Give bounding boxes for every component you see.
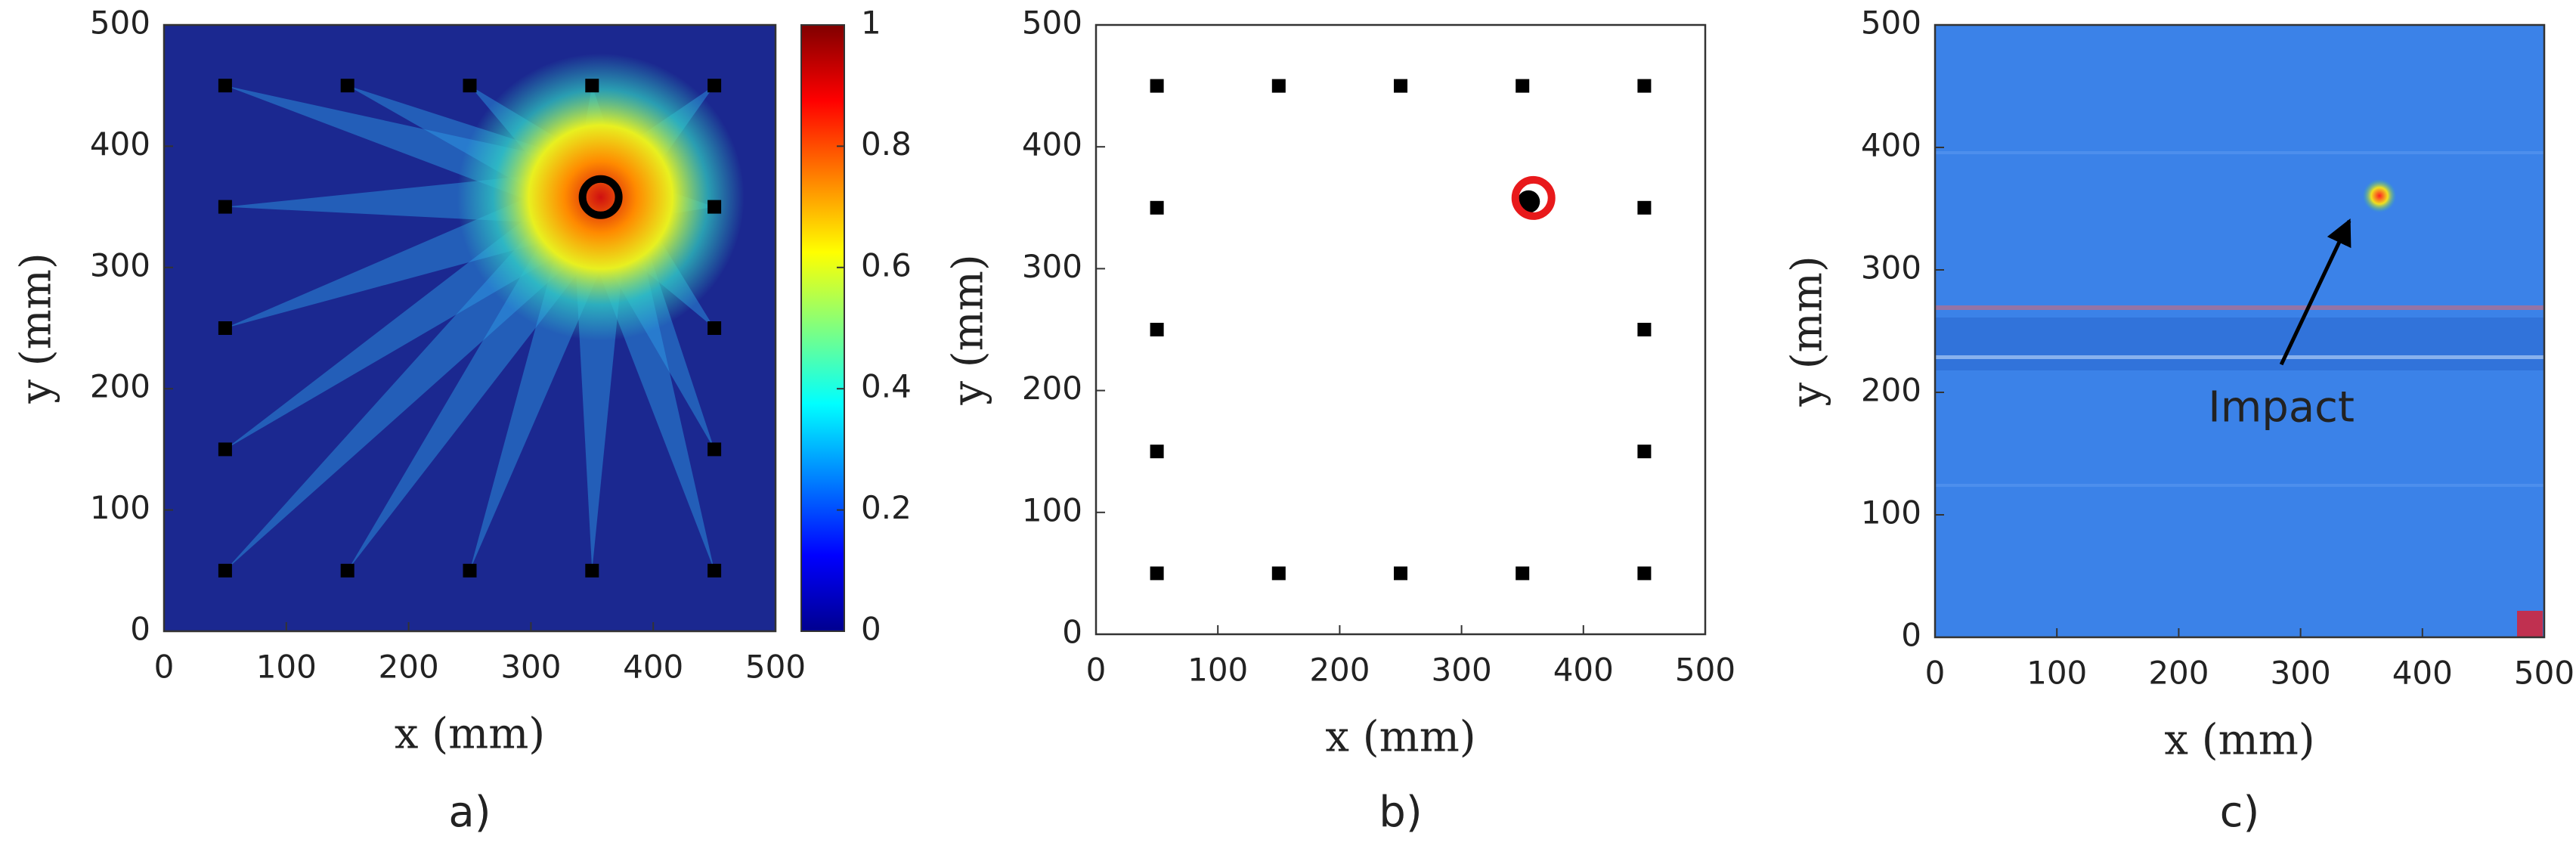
sensor (1150, 566, 1164, 581)
sensor (1637, 323, 1652, 336)
annotation-text: Impact (2208, 383, 2355, 432)
x-tick-label: 0 (154, 649, 175, 686)
axes-frame (1934, 23, 2546, 639)
colorbar-tick-label: 1 (861, 5, 881, 42)
y-tick-label: 400 (1861, 127, 1921, 164)
panel-label: a) (448, 788, 491, 837)
sensor (340, 563, 355, 578)
panel-label: b) (1379, 788, 1422, 837)
sensor (1394, 79, 1407, 93)
x-tick-label: 0 (1086, 652, 1107, 689)
axes-frame (163, 23, 777, 633)
sensor (218, 321, 232, 335)
sensor (340, 79, 355, 93)
x-axis-label: x (mm) (1325, 713, 1475, 762)
panel: 0 100 200 300 400 500 0 100 200 300 400 500 Impact x … (1783, 5, 2575, 838)
colorbar-tick-label: 0.2 (861, 489, 912, 526)
y-tick-label: 0 (1901, 617, 1921, 654)
colorbar (800, 24, 845, 632)
y-tick-label: 300 (1022, 248, 1082, 285)
panel: 0 0.2 0.4 0.6 0.8 1 0 100 200 300 400 500 0 100 200 300… (12, 5, 912, 838)
annotation-arrow (2279, 218, 2352, 366)
x-tick-label: 100 (256, 649, 317, 686)
panel: 0 100 200 300 400 500 0 100 200 300 400 500 x (mm) y … (944, 5, 1736, 838)
sensor (707, 563, 722, 578)
colorbar-tick-label: 0.4 (861, 368, 912, 405)
sensor (1150, 200, 1164, 215)
y-tick-label: 200 (90, 368, 150, 405)
estimate-dot (1517, 190, 1540, 213)
sensor (218, 563, 232, 578)
x-tick-label: 500 (2514, 655, 2574, 692)
y-axis-label: y (mm) (12, 252, 61, 404)
y-tick-label: 0 (1062, 614, 1082, 651)
colorbar-tick-label: 0 (861, 611, 881, 648)
sensor (585, 79, 599, 93)
colorbar-tick-label: 0.6 (861, 246, 912, 283)
panel-label: c) (2220, 788, 2260, 837)
x-tick-label: 0 (1925, 655, 1946, 692)
y-tick-label: 200 (1022, 370, 1082, 407)
y-tick-label: 400 (90, 125, 150, 163)
x-tick-label: 100 (1187, 652, 1248, 689)
x-tick-label: 200 (2148, 655, 2209, 692)
sensor (1394, 566, 1407, 581)
sensor (218, 200, 232, 214)
y-tick-label: 500 (1861, 5, 1921, 42)
sensor (1637, 200, 1652, 215)
plot-background (1096, 25, 1705, 634)
x-tick-label: 100 (2026, 655, 2087, 692)
sensor (218, 79, 232, 93)
y-tick-label: 400 (1022, 126, 1082, 163)
x-tick-label: 300 (2271, 655, 2331, 692)
sensor (1150, 79, 1164, 93)
x-tick-label: 500 (1675, 652, 1735, 689)
sensor (463, 563, 477, 578)
impact-ring (578, 175, 623, 219)
colorbar-tick-label: 0.8 (861, 125, 912, 163)
sensor (463, 79, 477, 93)
sensor (1516, 566, 1530, 581)
y-tick-label: 0 (130, 611, 150, 648)
x-tick-label: 200 (1309, 652, 1370, 689)
sensor (707, 79, 722, 93)
sensor (1637, 566, 1652, 581)
y-axis-label: y (mm) (1783, 256, 1832, 407)
sensor (707, 442, 722, 457)
x-tick-label: 400 (2392, 655, 2453, 692)
sensor (1271, 79, 1286, 93)
y-tick-label: 300 (90, 246, 150, 283)
axes-frame (1094, 23, 1707, 636)
y-axis-label: y (mm) (944, 254, 993, 405)
sensor (707, 200, 722, 214)
sensor (1637, 79, 1652, 93)
sensor (1637, 445, 1652, 459)
y-tick-label: 100 (1861, 494, 1921, 531)
x-axis-label: x (mm) (395, 710, 545, 759)
sensor (707, 321, 722, 335)
sensor (1271, 566, 1286, 581)
x-tick-label: 200 (379, 649, 439, 686)
y-tick-label: 300 (1861, 249, 1921, 287)
x-axis-label: x (mm) (2164, 716, 2314, 765)
impact-ring (1511, 175, 1556, 220)
sensor (585, 563, 599, 578)
y-tick-label: 100 (1022, 491, 1082, 528)
sensor (1516, 79, 1530, 93)
x-tick-label: 300 (500, 649, 561, 686)
y-tick-label: 500 (90, 5, 150, 42)
x-tick-label: 300 (1432, 652, 1492, 689)
image-texture (1935, 25, 2544, 637)
x-tick-label: 500 (745, 649, 806, 686)
x-tick-label: 400 (1553, 652, 1614, 689)
x-tick-label: 400 (623, 649, 683, 686)
y-tick-label: 500 (1022, 5, 1082, 42)
sensor (1150, 445, 1164, 459)
hot-zone (457, 53, 745, 341)
y-tick-label: 100 (90, 489, 150, 526)
sensor (1150, 323, 1164, 336)
y-tick-label: 200 (1861, 372, 1921, 409)
sensor (218, 442, 232, 457)
